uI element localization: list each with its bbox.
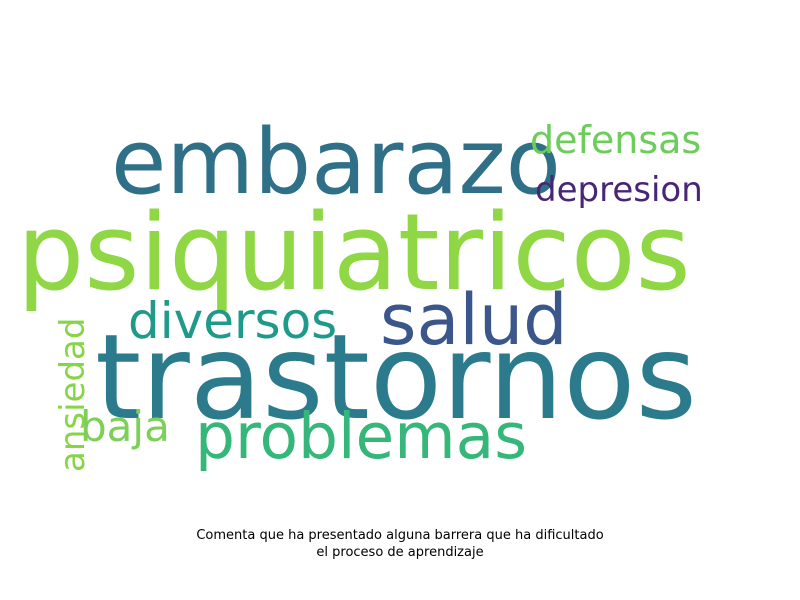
word-ansiedad: ansiedad xyxy=(53,317,93,472)
word-embarazo: embarazo xyxy=(111,110,561,215)
word-defensas: defensas xyxy=(530,118,702,162)
caption-line-2: el proceso de aprendizaje xyxy=(316,545,484,560)
word-psiquiatricos: psiquiatricos xyxy=(17,191,691,314)
caption: Comenta que ha presentado alguna barrera… xyxy=(0,527,800,561)
word-trastornos: trastornos xyxy=(95,308,697,446)
word-problemas: problemas xyxy=(195,400,528,473)
word-baja: baja xyxy=(80,402,170,451)
word-salud: salud xyxy=(380,279,568,361)
word-cloud: psiquiatricos embarazo trastornos salud … xyxy=(17,110,703,473)
word-depresion: depresion xyxy=(535,170,703,210)
word-diversos: diversos xyxy=(128,292,338,350)
caption-line-1: Comenta que ha presentado alguna barrera… xyxy=(196,528,604,543)
